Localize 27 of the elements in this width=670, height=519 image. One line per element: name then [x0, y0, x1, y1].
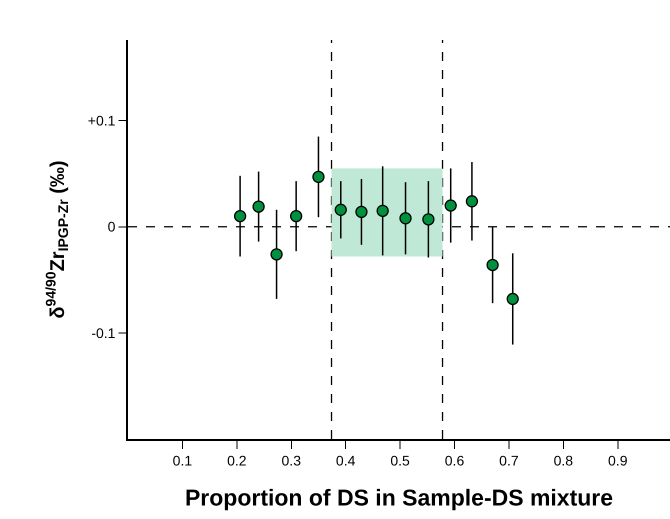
y-tick-label: +0.1 [88, 112, 116, 129]
y-tick-label: 0 [108, 218, 116, 235]
x-tick-label: 0.9 [608, 452, 628, 469]
x-axis-title: Proportion of DS in Sample-DS mixture [184, 484, 614, 511]
x-tick-label: 0.3 [282, 452, 302, 469]
point [422, 213, 435, 226]
x-tick-label: 0.8 [554, 452, 574, 469]
x-tick-label: 0.2 [227, 452, 247, 469]
point [444, 199, 457, 212]
x-tick-label: 0.6 [444, 452, 464, 469]
point [312, 170, 325, 184]
point [506, 292, 519, 306]
point [290, 210, 302, 222]
point [252, 200, 265, 213]
y-tick-label: -0.1 [91, 324, 116, 341]
point [399, 212, 412, 224]
point [355, 206, 368, 218]
point [486, 258, 499, 272]
x-tick-label: 0.5 [390, 452, 410, 469]
point [376, 204, 389, 217]
x-tick-label: 0.4 [336, 452, 356, 469]
x-tick-label: 0.7 [499, 452, 519, 469]
point [466, 195, 478, 208]
point [270, 248, 283, 261]
x-tick-label: 0.1 [172, 452, 192, 469]
point [234, 210, 246, 222]
point [334, 204, 347, 216]
